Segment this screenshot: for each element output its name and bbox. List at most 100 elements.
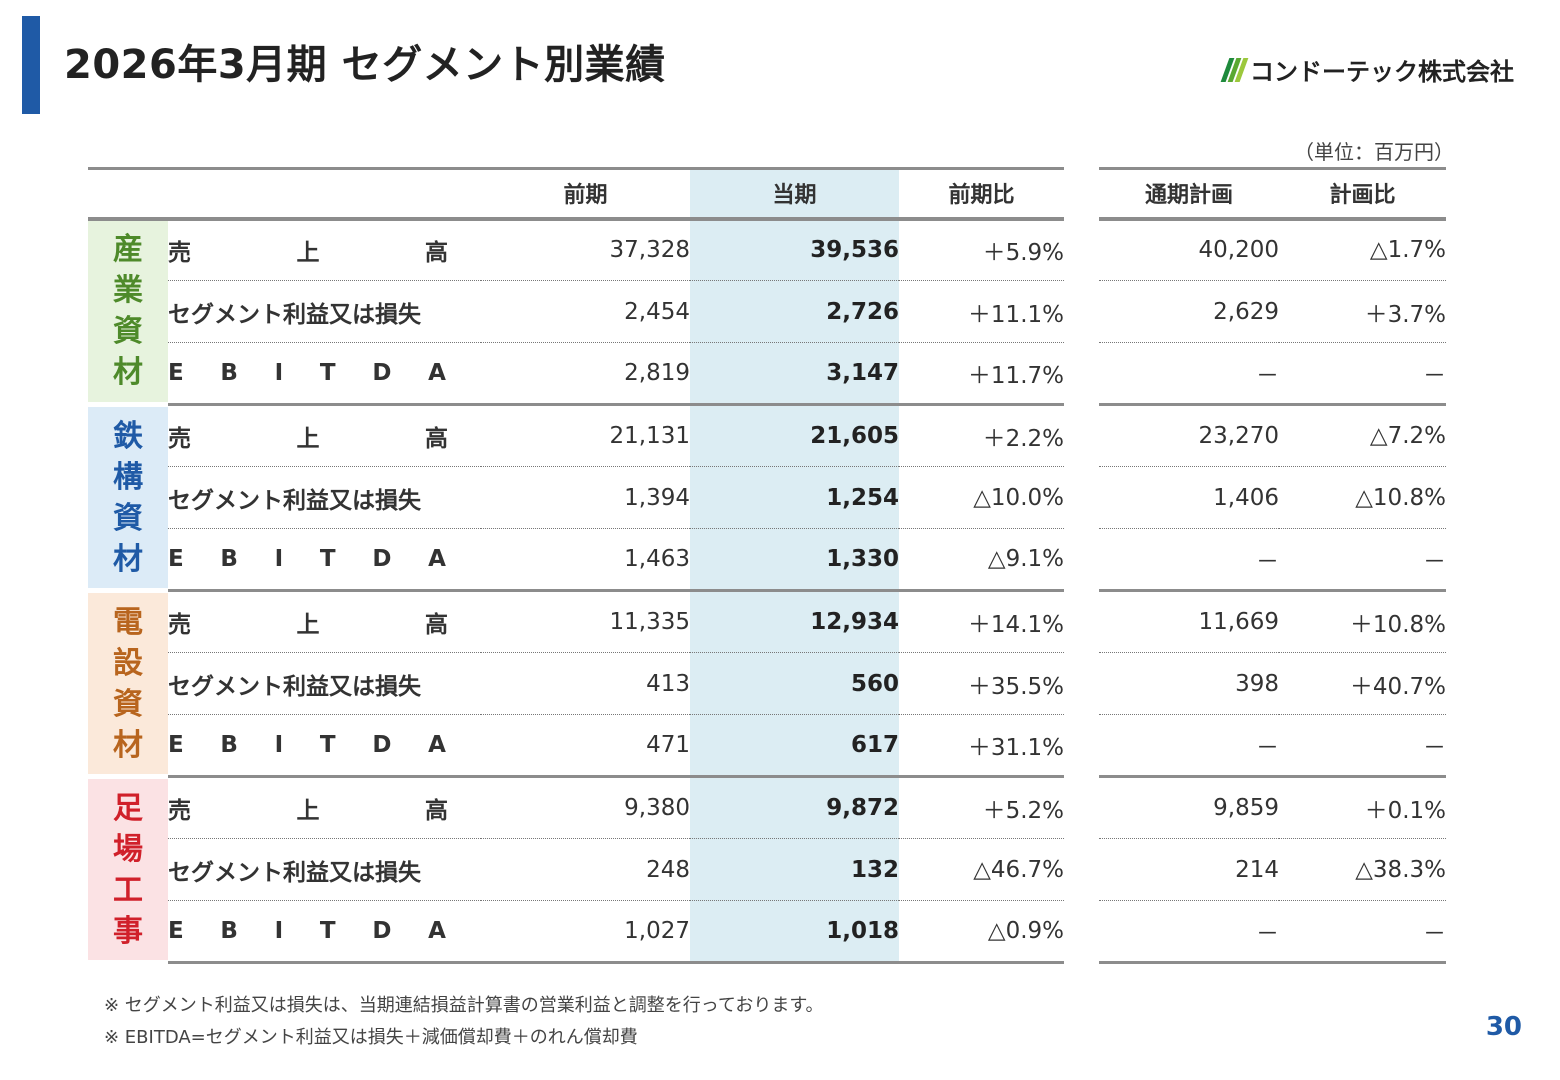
yoy-value: △9.1% [899,528,1064,592]
plan-row: －－ [1099,528,1446,592]
page-title: 2026年3月期 セグメント別業績 [64,42,666,88]
prev-value: 1,394 [481,466,690,529]
current-value: 21,605 [690,404,899,467]
plan-value: 398 [1099,652,1279,715]
prev-value: 1,027 [481,900,690,964]
plan-row: 398 ＋40.7% [1099,652,1446,715]
plan-value: － [1099,342,1279,406]
prev-value: 21,131 [481,404,690,467]
ebitda-label-char: D [372,732,392,758]
yoy-value: △46.7% [899,838,1064,901]
table-row: E B I T D A 471 617 ＋31.1% [88,714,1064,778]
vs-plan-value: ＋0.1% [1279,776,1446,839]
ebitda-label-char: T [319,546,336,572]
ebitda-label-char: D [372,360,392,386]
segment-label-char: 資 [113,500,143,536]
plan-value: 2,629 [1099,280,1279,343]
prev-value: 11,335 [481,590,690,653]
ebitda-label-char: I [274,546,284,572]
current-value: 1,254 [690,466,899,529]
current-value: 39,536 [690,218,899,281]
segment-label-char: 電 [113,604,143,640]
segment-profit-label: セグメント利益又は損失 [168,301,421,328]
item-header [168,167,481,221]
footnote: ※ EBITDA=セグメント利益又は損失＋減価償却費＋のれん償却費 [104,1027,638,1048]
vs-plan-value: △38.3% [1279,838,1446,901]
yoy-value: ＋14.1% [899,590,1064,653]
row-item-label: セグメント利益又は損失 [168,838,481,901]
vs-plan-value: － [1279,342,1446,406]
ebitda-label-char: I [274,360,284,386]
segment-label-char: 業 [113,273,143,309]
yoy-value: △0.9% [899,900,1064,964]
segment-label-cell: 産業資材 [88,218,168,407]
sales-label: 売上高 [168,233,448,267]
yoy-value: ＋5.2% [899,776,1064,839]
prev-value: 2,454 [481,280,690,343]
segment-label-char: 鉄 [113,418,143,454]
current-value: 12,934 [690,590,899,653]
segment-label-char: 産 [113,232,143,268]
plan-row: 1,406 △10.8% [1099,466,1446,529]
sales-label-char: 上 [296,798,320,824]
table-row: E B I T D A 1,027 1,018 △0.9% [88,900,1064,964]
segment-label: 鉄構資材 [88,416,168,580]
ebitda-label-char: I [274,732,284,758]
company-logo: コンドーテック株式会社 [1220,52,1514,87]
yoy-value: ＋31.1% [899,714,1064,778]
yoy-value: ＋5.9% [899,218,1064,281]
current-value: 9,872 [690,776,899,839]
ebitda-label-char: T [319,732,336,758]
prev-value: 471 [481,714,690,778]
sales-label-char: 高 [425,798,448,824]
ebitda-label-char: A [428,360,446,386]
plan-value: 11,669 [1099,590,1279,653]
table-row: セグメント利益又は損失 2,454 2,726 ＋11.1% [88,280,1064,343]
segment-header [88,167,168,221]
plan-row: 2,629 ＋3.7% [1099,280,1446,343]
table-header-row: 前期 当期 前期比 [88,167,1064,221]
ebitda-label-char: T [319,918,336,944]
ebitda-label-char: A [428,732,446,758]
current-value: 617 [690,714,899,778]
plan-row: －－ [1099,900,1446,964]
plan-value: 9,859 [1099,776,1279,839]
table-row: 足場工事売上高 9,380 9,872 ＋5.2% [88,776,1064,965]
sales-label: 売上高 [168,791,448,825]
segment-results-table: 前期 当期 前期比 産業資材売上高 37,328 39,536 ＋5.9% セグメント利… [88,167,1064,965]
prev-value: 9,380 [481,776,690,839]
ebitda-label-char: A [428,546,446,572]
segment-label: 産業資材 [88,229,168,393]
plan-row: 9,859 ＋0.1% [1099,776,1446,839]
current-value: 132 [690,838,899,901]
vs-plan-value: ＋3.7% [1279,280,1446,343]
ebitda-label-char: D [372,918,392,944]
title-accent-bar [22,16,40,114]
unit-note: （単位：百万円） [1294,140,1454,164]
plan-value: － [1099,528,1279,592]
col-header-plan: 通期計画 [1099,167,1279,221]
yoy-value: ＋11.7% [899,342,1064,406]
table-row: 産業資材売上高 37,328 39,536 ＋5.9% [88,218,1064,407]
col-header-current: 当期 [690,167,899,221]
segment-label-char: 足 [113,790,143,826]
segment-label-char: 材 [113,355,143,391]
ebitda-label-char: E [168,918,184,944]
plan-row: －－ [1099,714,1446,778]
ebitda-label-char: D [372,546,392,572]
segment-label: 足場工事 [88,788,168,952]
sales-label-char: 売 [168,240,191,267]
prev-value: 248 [481,838,690,901]
table-row: E B I T D A 1,463 1,330 △9.1% [88,528,1064,592]
row-item-label: 売上高 [168,590,481,653]
col-header-vs-plan: 計画比 [1279,167,1446,221]
vs-plan-value: － [1279,900,1446,964]
ebitda-label-char: E [168,546,184,572]
